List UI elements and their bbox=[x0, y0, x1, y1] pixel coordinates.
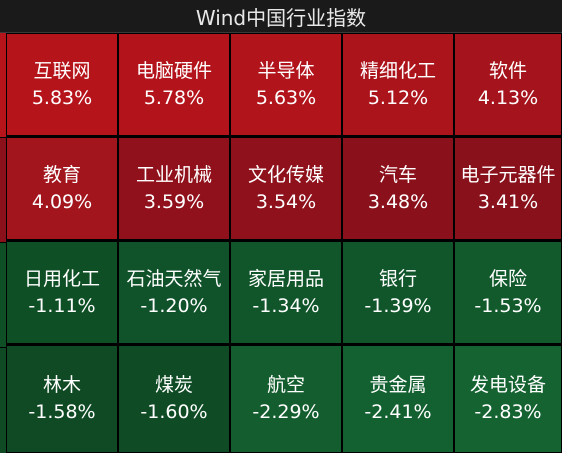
tile-electronic-components[interactable]: 电子元器件 3.41% bbox=[454, 137, 562, 240]
tile-name: 教育 bbox=[42, 163, 81, 186]
heatmap-title-text: Wind中国行业指数 bbox=[195, 5, 367, 30]
tile-culture-media[interactable]: 文化传媒 3.54% bbox=[230, 137, 342, 240]
tile-computer-hardware[interactable]: 电脑硬件 5.78% bbox=[118, 33, 230, 136]
tile-name: 银行 bbox=[378, 267, 417, 290]
tile-change: 4.09% bbox=[31, 190, 93, 213]
tile-oil-gas[interactable]: 石油天然气 -1.20% bbox=[118, 241, 230, 344]
tile-name: 电脑硬件 bbox=[135, 59, 212, 82]
tile-name: 航空 bbox=[266, 374, 305, 396]
tile-change: -1.60% bbox=[140, 401, 208, 423]
tile-coal[interactable]: 煤炭 -1.60% bbox=[118, 345, 230, 453]
tile-change: 3.48% bbox=[367, 190, 429, 213]
tile-name: 日用化工 bbox=[23, 267, 100, 290]
tile-change: 3.41% bbox=[477, 190, 539, 213]
tile-semiconductor[interactable]: 半导体 5.63% bbox=[230, 33, 342, 136]
tile-name: 半导体 bbox=[257, 59, 315, 82]
tile-change: 5.78% bbox=[143, 86, 205, 109]
tile-change: -2.29% bbox=[252, 401, 320, 423]
tile-name: 保险 bbox=[488, 267, 527, 290]
tile-home-furnishings[interactable]: 家居用品 -1.34% bbox=[230, 241, 342, 344]
tile-change: 3.59% bbox=[143, 190, 205, 213]
tile-change: 5.83% bbox=[31, 86, 93, 109]
tile-name: 汽车 bbox=[378, 163, 417, 186]
left-strip-row bbox=[0, 33, 6, 137]
tile-change: -1.34% bbox=[252, 294, 320, 317]
tile-name: 软件 bbox=[488, 59, 527, 82]
tile-change: -2.41% bbox=[364, 401, 432, 423]
tile-change: 5.12% bbox=[367, 86, 429, 109]
left-strip-row bbox=[0, 243, 6, 347]
tile-software[interactable]: 软件 4.13% bbox=[454, 33, 562, 136]
tile-industrial-machinery[interactable]: 工业机械 3.59% bbox=[118, 137, 230, 240]
tile-change: 5.63% bbox=[255, 86, 317, 109]
tile-change: -1.11% bbox=[28, 294, 96, 317]
tile-name: 贵金属 bbox=[369, 374, 427, 396]
tile-name: 林木 bbox=[42, 374, 81, 396]
tile-name: 文化传媒 bbox=[247, 163, 324, 186]
tile-internet[interactable]: 互联网 5.83% bbox=[6, 33, 118, 136]
tile-education[interactable]: 教育 4.09% bbox=[6, 137, 118, 240]
tile-automobile[interactable]: 汽车 3.48% bbox=[342, 137, 454, 240]
heatmap-title: Wind中国行业指数 bbox=[0, 0, 562, 33]
tile-change: -1.39% bbox=[364, 294, 432, 317]
tile-change: -1.53% bbox=[474, 294, 542, 317]
tile-forestry[interactable]: 林木 -1.58% bbox=[6, 345, 118, 453]
tile-precious-metals[interactable]: 贵金属 -2.41% bbox=[342, 345, 454, 453]
tile-insurance[interactable]: 保险 -1.53% bbox=[454, 241, 562, 344]
tile-name: 电子元器件 bbox=[460, 163, 556, 186]
tile-name: 家居用品 bbox=[247, 267, 324, 290]
tile-banking[interactable]: 银行 -1.39% bbox=[342, 241, 454, 344]
tile-name: 互联网 bbox=[33, 59, 91, 82]
tile-fine-chemicals[interactable]: 精细化工 5.12% bbox=[342, 33, 454, 136]
tile-change: 3.54% bbox=[255, 190, 317, 213]
left-edge-strip bbox=[0, 33, 6, 453]
industry-heatmap-grid: 互联网 5.83% 电脑硬件 5.78% 半导体 5.63% 精细化工 5.12… bbox=[6, 33, 562, 453]
tile-name: 煤炭 bbox=[154, 374, 193, 396]
tile-aviation[interactable]: 航空 -2.29% bbox=[230, 345, 342, 453]
tile-name: 发电设备 bbox=[469, 374, 546, 396]
tile-change: 4.13% bbox=[477, 86, 539, 109]
tile-change: -2.83% bbox=[474, 401, 542, 423]
tile-name: 精细化工 bbox=[359, 59, 436, 82]
tile-name: 石油天然气 bbox=[126, 267, 222, 290]
tile-change: -1.58% bbox=[28, 401, 96, 423]
tile-name: 工业机械 bbox=[135, 163, 212, 186]
tile-change: -1.20% bbox=[140, 294, 208, 317]
left-strip-row bbox=[0, 348, 6, 453]
left-strip-row bbox=[0, 138, 6, 242]
tile-power-equipment[interactable]: 发电设备 -2.83% bbox=[454, 345, 562, 453]
tile-household-chemicals[interactable]: 日用化工 -1.11% bbox=[6, 241, 118, 344]
